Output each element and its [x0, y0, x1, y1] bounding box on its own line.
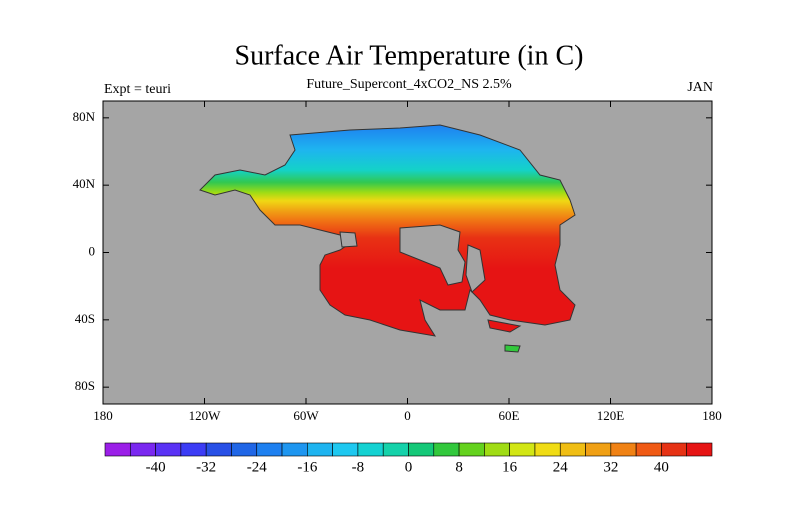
colorbar-box [484, 442, 510, 457]
colorbar-label: 8 [455, 459, 463, 475]
colorbar-box [357, 442, 384, 457]
y-tick-label: 40N [73, 176, 96, 191]
right-label: JAN [687, 80, 713, 95]
left-label: Expt = teuri [104, 82, 171, 97]
y-tick-label: 0 [89, 243, 96, 258]
colorbar-box [610, 442, 637, 457]
colorbar-label: 16 [502, 459, 518, 475]
title: Surface Air Temperature (in C) [235, 40, 584, 71]
colorbar-label: 24 [553, 459, 569, 475]
colorbar-label: -16 [297, 459, 317, 475]
colorbar-box [307, 442, 333, 457]
colorbar-box [458, 442, 485, 457]
x-tick-label: 180 [702, 408, 722, 423]
colorbar-box [231, 442, 258, 457]
x-tick-label: 60E [499, 408, 520, 423]
colorbar-box [256, 442, 283, 457]
colorbar-box [585, 442, 612, 457]
colorbar-box [205, 442, 232, 457]
colorbar-box [332, 442, 359, 457]
colorbar-box [661, 442, 688, 457]
colorbar-box [433, 442, 460, 457]
colorbar-box [509, 442, 536, 457]
x-tick-label: 120W [189, 408, 222, 423]
colorbar-label: 32 [603, 459, 618, 475]
colorbar-box [129, 442, 156, 457]
colorbar-box [534, 442, 561, 457]
y-tick-label: 80N [73, 109, 96, 124]
colorbar-label: 0 [405, 459, 413, 475]
x-tick-label: 120E [597, 408, 625, 423]
colorbar-label: -32 [196, 459, 216, 475]
colorbar-box [281, 442, 308, 457]
colorbar-box [104, 442, 131, 457]
colorbar-label: -24 [247, 459, 267, 475]
colorbar-box [180, 442, 207, 457]
colorbar-box [635, 442, 662, 457]
colorbar-box [559, 442, 586, 457]
subtitle: Future_Supercont_4xCO2_NS 2.5% [306, 77, 512, 92]
colorbar-box [686, 442, 713, 457]
land [199, 124, 576, 353]
x-tick-label: 60W [293, 408, 319, 423]
colorbar-box [382, 442, 409, 457]
x-tick-label: 180 [93, 408, 113, 423]
colorbar-box [155, 442, 182, 457]
colorbar-label: -40 [146, 459, 166, 475]
y-tick-label: 40S [75, 311, 95, 326]
x-tick-label: 0 [404, 408, 411, 423]
y-tick-label: 80S [75, 378, 95, 393]
colorbar-label: -8 [352, 459, 365, 475]
colorbar-label: 40 [654, 459, 669, 475]
colorbar-box [408, 442, 435, 457]
